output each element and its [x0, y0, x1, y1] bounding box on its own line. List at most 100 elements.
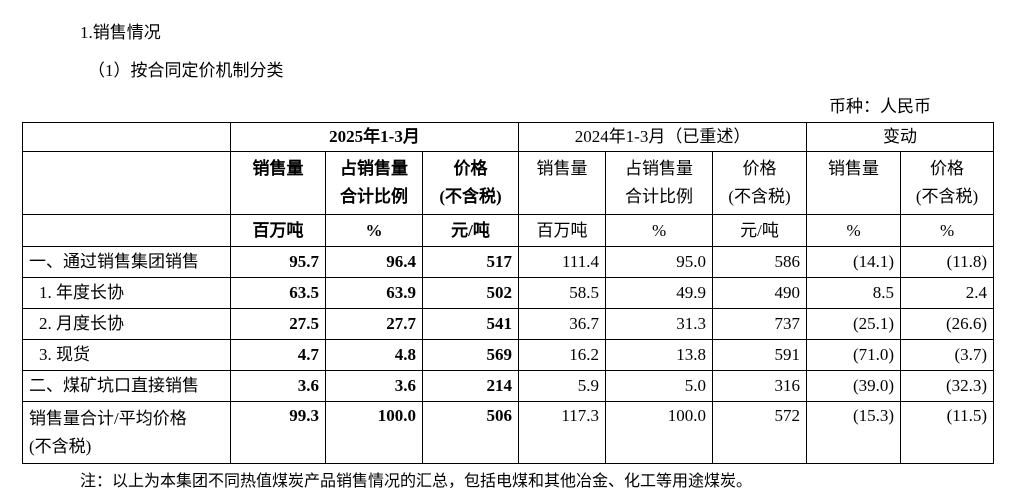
- value-cell: 111.4: [518, 246, 607, 278]
- value-cell: 36.7: [518, 308, 607, 340]
- value-cell: 49.9: [605, 277, 714, 309]
- value-cell: 27.7: [325, 308, 423, 340]
- data-row: 一、通过销售集团销售 95.7 96.4 517 111.4 95.0 586 (14.1)(…: [22, 246, 995, 278]
- subsection-title: （1）按合同定价机制分类: [88, 61, 284, 80]
- value-cell: 100.0: [325, 401, 423, 464]
- unit-cell: %: [325, 214, 423, 247]
- column-header: 价格 (不含税): [421, 151, 520, 215]
- period-header: 2025年1-3月: [229, 122, 520, 152]
- data-row: 二、煤矿坑口直接销售 3.6 3.6 214 5.9 5.0 316 (39.0) (32.3): [22, 370, 995, 402]
- empty-cell: [22, 122, 231, 152]
- cell-line: 销售量: [536, 159, 588, 178]
- cell-line: (不含税): [728, 187, 791, 206]
- cell-line: 1. 年度长协: [39, 283, 124, 302]
- unit-cell: %: [806, 214, 902, 247]
- column-header: 销售量: [806, 151, 902, 215]
- sales-table: 2025年1-3月 2024年1-3月（已重述） 变动 销售量 占销售量 合计比例 价格 (不…: [22, 122, 995, 464]
- cell-line: (不含税): [439, 187, 502, 206]
- unit-cell: 百万吨: [518, 214, 607, 247]
- unit-row: 百万吨% 元/吨 百万吨% 元/吨%%: [22, 214, 995, 247]
- value-cell: 569: [421, 339, 520, 371]
- value-cell: 27.5: [230, 308, 326, 340]
- value-cell: (15.3): [806, 401, 902, 464]
- value-cell: 99.3: [230, 401, 326, 464]
- value-cell: 541: [421, 308, 520, 340]
- value-cell: 63.5: [230, 277, 326, 309]
- value-cell: (26.6): [900, 308, 995, 340]
- unit-cell: 元/吨: [421, 214, 520, 247]
- value-cell: 591: [712, 339, 808, 371]
- column-header: 销售量: [230, 151, 326, 215]
- value-cell: (14.1): [806, 246, 902, 278]
- unit-cell: %: [605, 214, 714, 247]
- empty-cell: [22, 214, 231, 247]
- data-row: 1. 年度长协 63.5 63.9 502 58.5 49.9 490 8.5 2.4: [22, 277, 995, 309]
- value-cell: 737: [712, 308, 808, 340]
- row-label: 1. 年度长协: [22, 277, 231, 309]
- value-cell: 572: [712, 401, 808, 464]
- value-cell: 31.3: [605, 308, 714, 340]
- value-cell: 4.8: [325, 339, 423, 371]
- value-cell: (25.1): [806, 308, 902, 340]
- value-cell: 13.8: [605, 339, 714, 371]
- value-cell: 3.6: [230, 370, 326, 402]
- data-row: 3. 现货 4.7 4.8 569 16.2 13.8 591 (71.0) (3.7): [22, 339, 995, 371]
- value-cell: 8.5: [806, 277, 902, 309]
- cell-line: 销售量合计/平均价格: [29, 408, 187, 428]
- column-header: 占销售量 合计比例: [605, 151, 714, 215]
- unit-cell: %: [900, 214, 995, 247]
- value-cell: 2.4: [900, 277, 995, 309]
- cell-line: (不含税): [915, 187, 979, 206]
- value-cell: (71.0): [806, 339, 902, 371]
- cell-line: 合计比例: [625, 187, 694, 206]
- value-cell: 95.0: [605, 246, 714, 278]
- value-cell: 586: [712, 246, 808, 278]
- header-row: 销售量 占销售量 合计比例 价格 (不含税) 销售量 占销售量 合计比例 价格 (不含税) 销售量价…: [22, 151, 995, 215]
- column-header: 价格 (不含税): [900, 151, 995, 215]
- value-cell: 490: [712, 277, 808, 309]
- cell-line: 占销售量: [625, 159, 694, 178]
- column-header: 价格 (不含税): [712, 151, 808, 215]
- cell-line: 2. 月度长协: [39, 314, 124, 333]
- column-header: 销售量: [518, 151, 607, 215]
- value-cell: 517: [421, 246, 520, 278]
- currency-note: 币种：人民币: [829, 97, 931, 116]
- cell-line: 价格: [742, 159, 777, 178]
- value-cell: 4.7: [230, 339, 326, 371]
- cell-line: (不含税): [29, 436, 92, 456]
- row-label: 销售量合计/平均价格 (不含税): [22, 401, 231, 464]
- value-cell: 5.9: [518, 370, 607, 402]
- value-cell: 214: [421, 370, 520, 402]
- header-row: 2025年1-3月 2024年1-3月（已重述） 变动: [22, 122, 995, 152]
- value-cell: (11.8): [900, 246, 995, 278]
- cell-line: 销售量: [252, 159, 304, 178]
- section-title: 1.销售情况: [80, 23, 161, 42]
- period-header: 变动: [806, 122, 995, 152]
- value-cell: (32.3): [900, 370, 995, 402]
- data-row: 销售量合计/平均价格 (不含税) 99.3 100.0 506 117.3 100.0 572…: [22, 401, 995, 464]
- value-cell: 100.0: [605, 401, 714, 464]
- column-header: 占销售量 合计比例: [325, 151, 423, 215]
- value-cell: 506: [421, 401, 520, 464]
- row-label: 二、煤矿坑口直接销售: [22, 370, 231, 402]
- value-cell: (3.7): [900, 339, 995, 371]
- value-cell: 117.3: [518, 401, 607, 464]
- value-cell: 16.2: [518, 339, 607, 371]
- unit-cell: 元/吨: [712, 214, 808, 247]
- value-cell: 95.7: [230, 246, 326, 278]
- value-cell: 502: [421, 277, 520, 309]
- value-cell: 63.9: [325, 277, 423, 309]
- unit-cell: 百万吨: [230, 214, 326, 247]
- empty-cell: [22, 151, 231, 215]
- value-cell: 316: [712, 370, 808, 402]
- value-cell: 96.4: [325, 246, 423, 278]
- data-row: 2. 月度长协 27.5 27.7 541 36.7 31.3 737 (25.1) (26.6…: [22, 308, 995, 340]
- row-label: 2. 月度长协: [22, 308, 231, 340]
- row-label: 一、通过销售集团销售: [22, 246, 231, 278]
- cell-line: 二、煤矿坑口直接销售: [29, 376, 199, 395]
- cell-line: 合计比例: [340, 187, 408, 206]
- cell-line: 销售量: [828, 159, 880, 178]
- footnote: 注：以上为本集团不同热值煤炭产品销售情况的汇总，包括电煤和其他冶金、化工等用途煤…: [80, 473, 753, 490]
- period-header: 2024年1-3月（已重述）: [518, 122, 808, 152]
